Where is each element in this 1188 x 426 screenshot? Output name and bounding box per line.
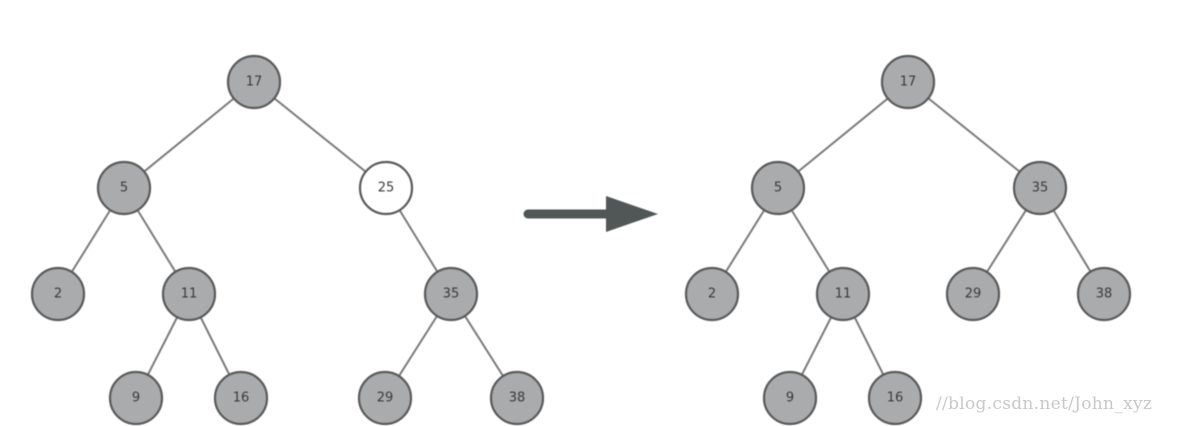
node-label: 11 bbox=[181, 287, 198, 302]
node-circle bbox=[1012, 160, 1068, 216]
node-circle bbox=[30, 266, 86, 322]
node-label: 38 bbox=[509, 391, 526, 406]
node-label: 2 bbox=[708, 287, 716, 302]
node-circle bbox=[226, 54, 282, 110]
node-label: 5 bbox=[120, 181, 128, 196]
before-node-25: 25 bbox=[358, 160, 414, 216]
after-tree-nodes: 17 5 35 2 11 29 38 9 16 bbox=[684, 54, 1132, 426]
node-circle bbox=[750, 160, 806, 216]
node-label: 5 bbox=[774, 181, 782, 196]
before-node-11: 11 bbox=[161, 266, 217, 322]
after-edge bbox=[777, 81, 909, 189]
node-circle bbox=[684, 266, 740, 322]
before-tree-nodes: 17 5 25 2 11 35 9 16 29 38 bbox=[30, 54, 545, 426]
before-edge bbox=[253, 81, 387, 189]
before-tree-edges bbox=[57, 81, 518, 399]
before-node-2: 2 bbox=[30, 266, 86, 322]
node-label: 29 bbox=[965, 287, 982, 302]
node-circle bbox=[880, 54, 936, 110]
before-node-35: 35 bbox=[423, 266, 479, 322]
node-label: 17 bbox=[246, 75, 263, 90]
before-node-5: 5 bbox=[96, 160, 152, 216]
node-circle bbox=[96, 160, 152, 216]
node-label: 16 bbox=[887, 391, 904, 406]
after-node-2: 2 bbox=[684, 266, 740, 322]
node-circle bbox=[815, 266, 871, 322]
node-circle bbox=[423, 266, 479, 322]
node-circle bbox=[357, 370, 413, 426]
node-label: 2 bbox=[54, 287, 62, 302]
node-circle bbox=[108, 370, 164, 426]
after-node-38: 38 bbox=[1076, 266, 1132, 322]
node-label: 11 bbox=[835, 287, 852, 302]
after-tree-edges bbox=[711, 81, 1105, 399]
before-node-17: 17 bbox=[226, 54, 282, 110]
after-node-16: 16 bbox=[867, 370, 923, 426]
node-label: 9 bbox=[786, 391, 794, 406]
node-circle bbox=[213, 370, 269, 426]
node-label: 38 bbox=[1096, 287, 1113, 302]
node-circle bbox=[161, 266, 217, 322]
removed-node-circle bbox=[358, 160, 414, 216]
node-label: 9 bbox=[132, 391, 140, 406]
watermark-text: //blog.csdn.net/John_xyz bbox=[936, 394, 1153, 414]
after-node-17: 17 bbox=[880, 54, 936, 110]
node-circle bbox=[489, 370, 545, 426]
node-label: 35 bbox=[1032, 181, 1049, 196]
after-node-9: 9 bbox=[762, 370, 818, 426]
node-label: 29 bbox=[377, 391, 394, 406]
before-node-38: 38 bbox=[489, 370, 545, 426]
node-circle bbox=[945, 266, 1001, 322]
node-label: 17 bbox=[900, 75, 917, 90]
right-arrow-icon bbox=[523, 196, 658, 232]
after-node-5: 5 bbox=[750, 160, 806, 216]
before-node-9: 9 bbox=[108, 370, 164, 426]
after-node-35: 35 bbox=[1012, 160, 1068, 216]
node-circle bbox=[867, 370, 923, 426]
after-node-29: 29 bbox=[945, 266, 1001, 322]
after-node-11: 11 bbox=[815, 266, 871, 322]
before-node-16: 16 bbox=[213, 370, 269, 426]
after-edge bbox=[907, 81, 1041, 189]
node-label: 16 bbox=[233, 391, 250, 406]
before-node-29: 29 bbox=[357, 370, 413, 426]
before-edge bbox=[123, 81, 255, 189]
node-label: 35 bbox=[443, 287, 460, 302]
node-circle bbox=[1076, 266, 1132, 322]
node-label: 25 bbox=[378, 181, 395, 196]
node-circle bbox=[762, 370, 818, 426]
